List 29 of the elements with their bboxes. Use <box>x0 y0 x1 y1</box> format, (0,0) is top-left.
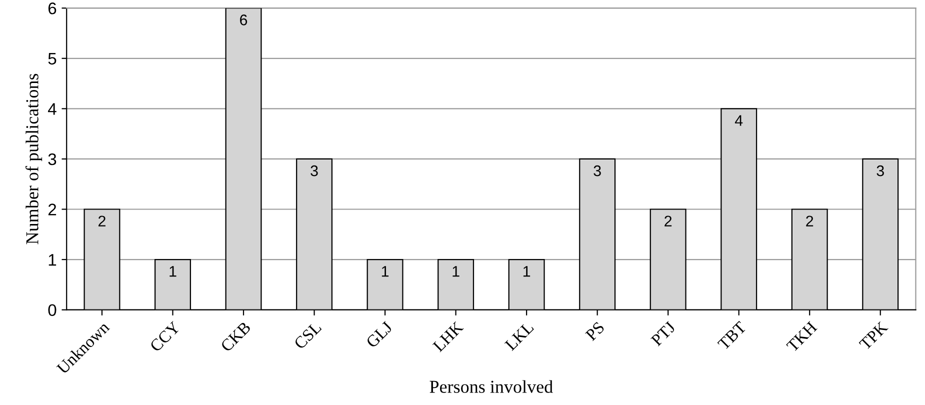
x-tick-label: PTJ <box>650 320 676 347</box>
data-label: 1 <box>452 266 460 277</box>
data-label: 3 <box>310 165 318 176</box>
y-tick-label: 1 <box>48 254 56 266</box>
y-tick-label: 5 <box>48 52 56 65</box>
x-tick-label: TBT <box>717 320 747 350</box>
y-tick-label: 0 <box>48 304 56 316</box>
data-label: 3 <box>594 165 601 176</box>
x-tick-label: PS <box>584 321 605 342</box>
x-tick-label: LKL <box>504 321 534 351</box>
data-label: 1 <box>382 266 389 277</box>
x-tick-label: CSL <box>294 321 322 350</box>
data-label: 6 <box>240 14 248 26</box>
data-label: 2 <box>98 216 106 226</box>
y-tick-label: 3 <box>48 153 56 166</box>
y-tick-label: 2 <box>48 204 56 216</box>
data-label: 3 <box>876 165 884 176</box>
y-axis-title: Number of publications <box>25 74 42 244</box>
y-tick-label: 6 <box>48 2 56 14</box>
data-label: 4 <box>734 115 743 126</box>
data-label: 2 <box>806 216 814 226</box>
data-label: 1 <box>523 266 530 277</box>
x-tick-label: TPK <box>858 320 888 350</box>
y-tick-label: 4 <box>48 103 56 115</box>
data-label: 1 <box>170 266 176 277</box>
x-axis-title: Persons involved <box>430 380 553 393</box>
x-tick-label: GLJ <box>366 320 394 348</box>
x-tick-label: CKB <box>220 321 252 352</box>
data-label: 2 <box>664 216 672 226</box>
